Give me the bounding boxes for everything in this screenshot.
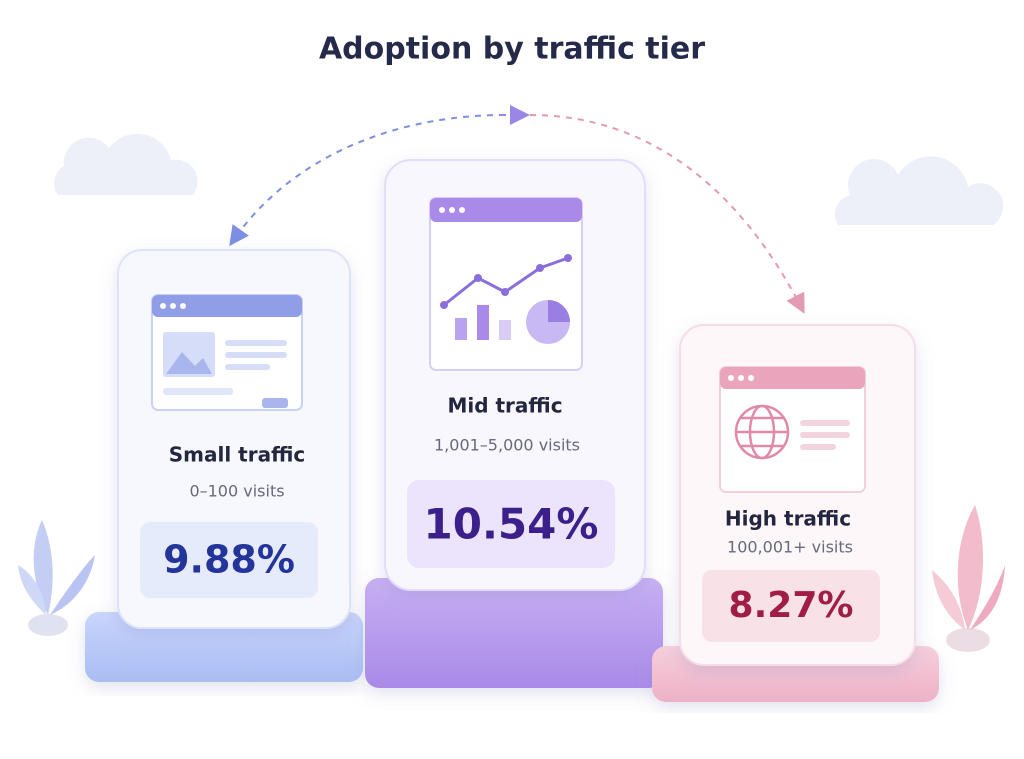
tier-range: 0–100 visits <box>189 482 284 501</box>
tier-label: Mid traffic <box>447 394 562 418</box>
plant <box>18 505 1005 652</box>
tier-value: 10.54% <box>424 500 599 549</box>
value-box <box>140 522 318 598</box>
title: Adoption by traffic tier <box>319 32 705 67</box>
tier-range: 1,001–5,000 visits <box>434 436 580 455</box>
value-box <box>702 570 880 642</box>
tier-value: 9.88% <box>163 538 295 582</box>
tier-label: Small traffic <box>169 443 306 467</box>
cloud <box>54 133 1004 225</box>
value-box <box>407 480 615 568</box>
arrows <box>229 105 805 314</box>
browser-icon <box>151 294 303 411</box>
analytics-icon <box>429 197 583 371</box>
tier-range: 100,001+ visits <box>727 538 853 557</box>
globe-icon <box>719 366 866 493</box>
tier-value: 8.27% <box>729 585 854 626</box>
tier-label: High traffic <box>725 507 851 531</box>
